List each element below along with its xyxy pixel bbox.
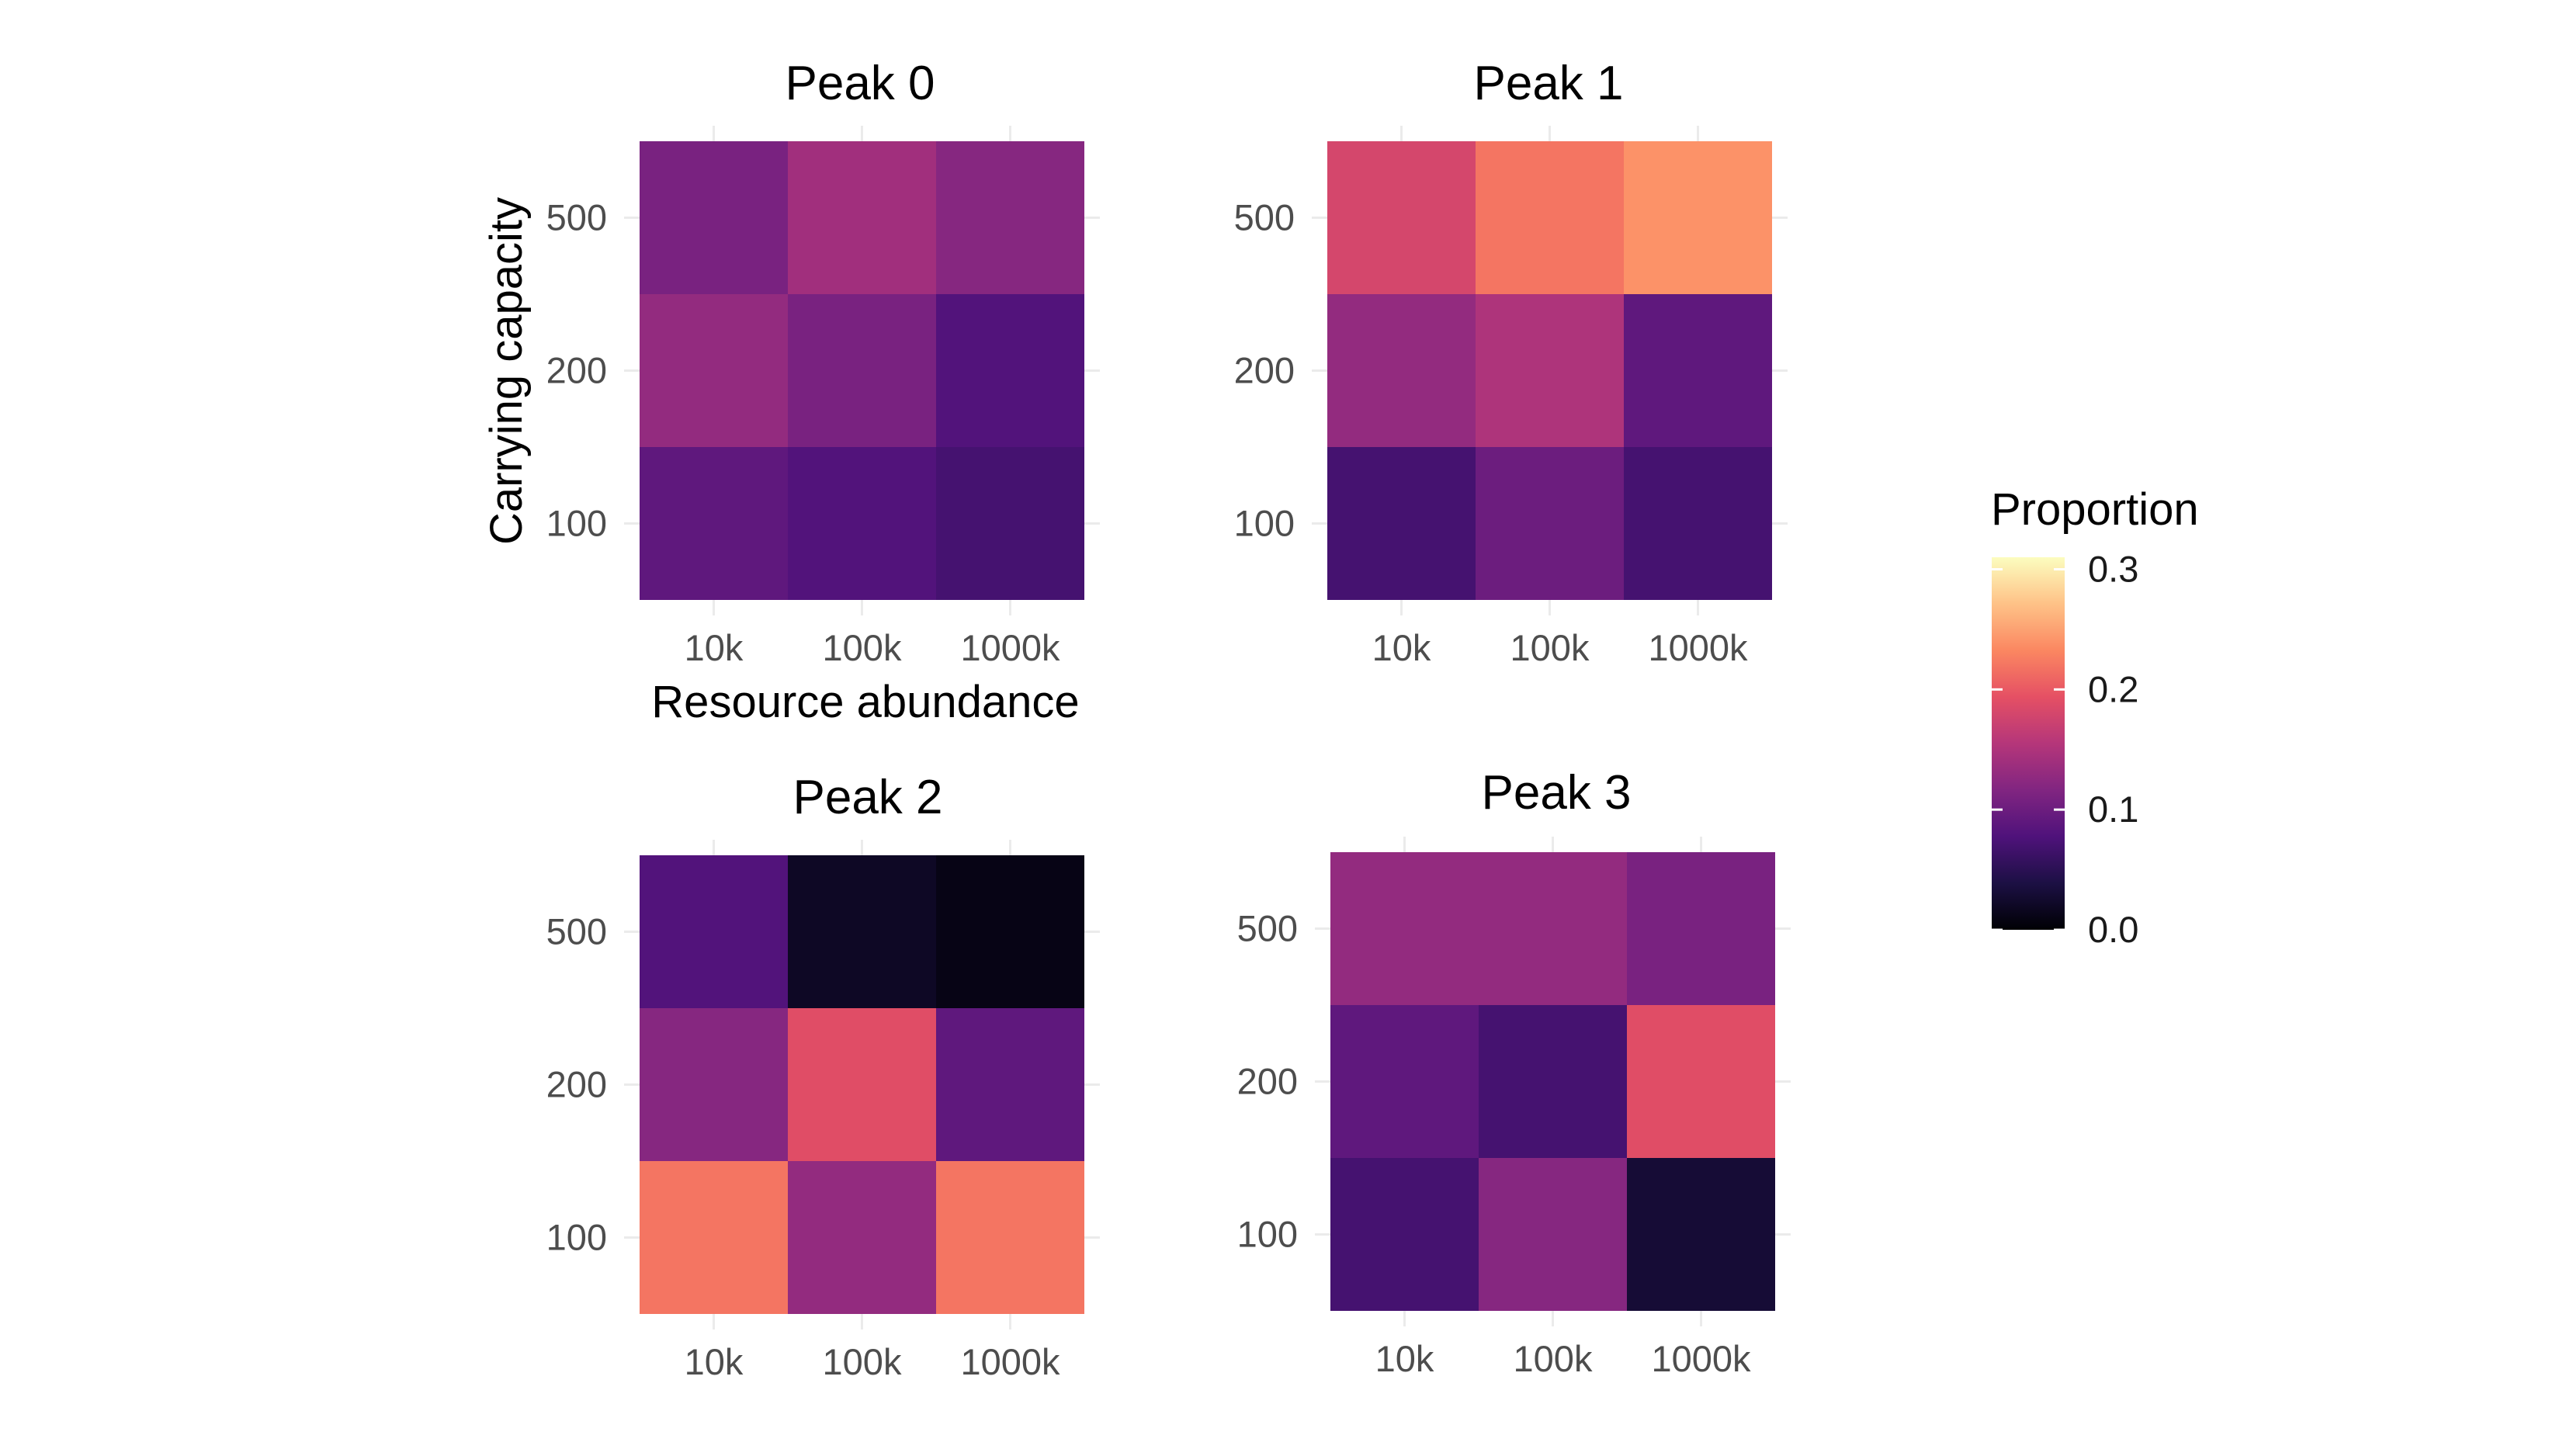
heatmap-cell bbox=[1330, 1005, 1479, 1158]
heatmap-cell bbox=[788, 447, 936, 600]
legend-tick-label: 0.0 bbox=[2088, 909, 2138, 950]
heatmap-cell bbox=[936, 1161, 1084, 1314]
heatmap-cell bbox=[640, 1008, 788, 1161]
panel-peak-1: Peak 1 500 200 100 10k 100k 1000k bbox=[1234, 57, 1788, 668]
heatmap-cell bbox=[1479, 1158, 1627, 1311]
heatmap-cell bbox=[1327, 294, 1476, 447]
heatmap-cell bbox=[640, 1161, 788, 1314]
y-tick-label: 200 bbox=[546, 350, 607, 391]
y-tick-label: 200 bbox=[546, 1064, 607, 1105]
y-tick-label: 200 bbox=[1234, 350, 1295, 391]
x-tick-label: 10k bbox=[685, 1341, 744, 1382]
heatmap-cell bbox=[936, 294, 1084, 447]
heatmap-cell bbox=[936, 855, 1084, 1008]
heatmap-cell bbox=[788, 294, 936, 447]
heatmap-cell bbox=[1479, 1005, 1627, 1158]
y-tick-label: 100 bbox=[1234, 503, 1295, 544]
heatmap-cell bbox=[1479, 852, 1627, 1005]
heatmap-cell bbox=[1327, 447, 1476, 600]
heatmap-cell bbox=[640, 855, 788, 1008]
x-tick-label: 10k bbox=[1372, 627, 1431, 668]
panel-peak-2: Peak 2 500 200 100 10k 100k 1000k bbox=[546, 771, 1100, 1382]
legend-ticks bbox=[1992, 567, 2065, 931]
heatmap-cell bbox=[1627, 1005, 1775, 1158]
legend-colorbar bbox=[1992, 557, 2065, 930]
panel-cells bbox=[1330, 852, 1775, 1311]
heatmap-cell bbox=[788, 855, 936, 1008]
x-tick-label: 100k bbox=[823, 627, 902, 668]
panel-cells bbox=[1327, 141, 1772, 600]
legend-tick-label: 0.2 bbox=[2088, 668, 2138, 709]
panel-cells bbox=[640, 141, 1084, 600]
heatmap-cell bbox=[640, 294, 788, 447]
heatmap-cell bbox=[1327, 141, 1476, 294]
x-tick-label: 1000k bbox=[960, 627, 1060, 668]
x-tick-label: 10k bbox=[685, 627, 744, 668]
heatmap-cell bbox=[788, 1008, 936, 1161]
legend-tick-label: 0.3 bbox=[2088, 548, 2138, 589]
y-tick-label: 200 bbox=[1237, 1061, 1298, 1102]
heatmap-cell bbox=[788, 141, 936, 294]
x-tick-label: 100k bbox=[1514, 1338, 1593, 1379]
panel-peak-0: Peak 0 500 200 100 10k 100k 1000k bbox=[546, 57, 1100, 668]
panel-title: Peak 0 bbox=[785, 57, 935, 110]
x-tick-label: 1000k bbox=[1648, 627, 1748, 668]
heatmap-cell bbox=[936, 1008, 1084, 1161]
heatmap-cell bbox=[936, 447, 1084, 600]
heatmap-cell bbox=[640, 447, 788, 600]
heatmap-cell bbox=[1476, 294, 1624, 447]
panel-peak-3: Peak 3 500 200 100 10k 100k 1000k bbox=[1237, 766, 1791, 1379]
heatmap-cell bbox=[640, 141, 788, 294]
x-tick-label: 10k bbox=[1375, 1338, 1434, 1379]
heatmap-cell bbox=[788, 1161, 936, 1314]
x-tick-label: 1000k bbox=[960, 1341, 1060, 1382]
panel-cells bbox=[640, 855, 1084, 1314]
legend-tick-label: 0.1 bbox=[2088, 789, 2138, 830]
y-tick-label: 100 bbox=[546, 1217, 607, 1258]
x-tick-label: 1000k bbox=[1651, 1338, 1751, 1379]
heatmap-cell bbox=[1624, 141, 1772, 294]
y-axis-title: Carrying capacity bbox=[481, 197, 532, 545]
heatmap-cell bbox=[1330, 1158, 1479, 1311]
x-tick-label: 100k bbox=[823, 1341, 902, 1382]
legend: Proportion 0.0 0.1 0.2 0.3 bbox=[1991, 484, 2199, 950]
heatmap-cell bbox=[936, 141, 1084, 294]
legend-title: Proportion bbox=[1991, 484, 2199, 535]
panel-title: Peak 2 bbox=[792, 771, 942, 824]
y-tick-label: 500 bbox=[546, 911, 607, 952]
heatmap-cell bbox=[1627, 1158, 1775, 1311]
heatmap-cell bbox=[1624, 447, 1772, 600]
y-tick-label: 100 bbox=[546, 503, 607, 544]
heatmap-cell bbox=[1330, 852, 1479, 1005]
x-tick-label: 100k bbox=[1510, 627, 1590, 668]
y-tick-label: 500 bbox=[1237, 908, 1298, 949]
x-axis-title: Resource abundance bbox=[651, 677, 1079, 727]
panel-title: Peak 1 bbox=[1473, 57, 1623, 110]
y-tick-label: 500 bbox=[546, 197, 607, 238]
y-tick-label: 100 bbox=[1237, 1214, 1298, 1255]
panel-title: Peak 3 bbox=[1481, 766, 1631, 820]
heatmap-cell bbox=[1627, 852, 1775, 1005]
heatmap-cell bbox=[1476, 141, 1624, 294]
y-tick-label: 500 bbox=[1234, 197, 1295, 238]
heatmap-cell bbox=[1476, 447, 1624, 600]
heatmap-cell bbox=[1624, 294, 1772, 447]
